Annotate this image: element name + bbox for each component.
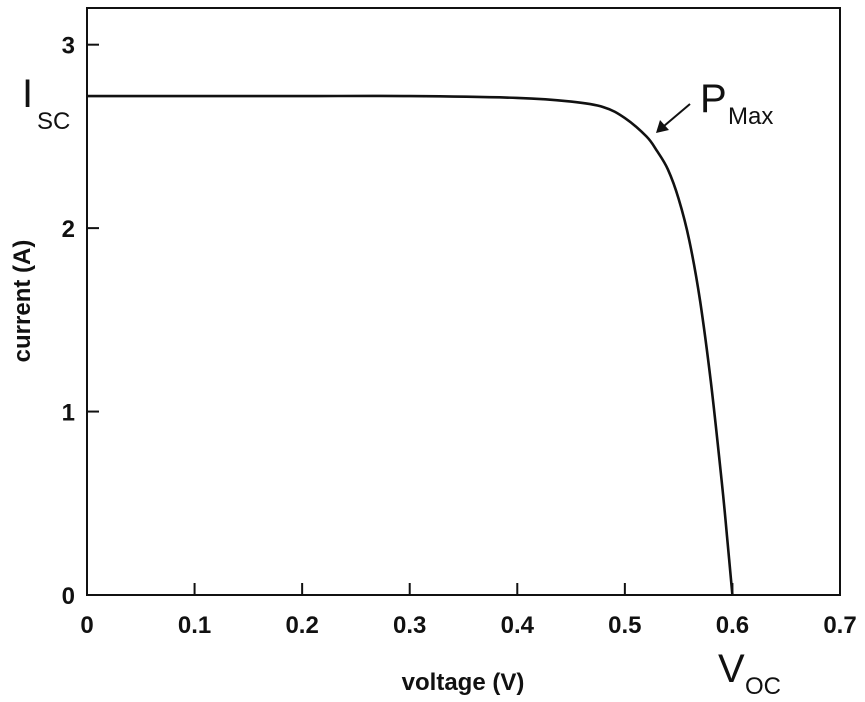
y-tick-label: 0 <box>62 583 75 610</box>
x-tick-label: 0.1 <box>178 612 211 639</box>
x-tick-label: 0.7 <box>823 612 856 639</box>
x-tick-label: 0.4 <box>501 612 535 639</box>
x-tick-label: 0.2 <box>285 612 318 639</box>
isc-annotation: I SC <box>22 72 70 135</box>
y-tick-label: 2 <box>62 216 75 243</box>
pmax-arrowhead <box>656 120 669 133</box>
svg-text:SC: SC <box>37 108 70 135</box>
y-tick-label: 3 <box>62 33 75 60</box>
voc-annotation: V OC <box>718 647 781 700</box>
x-tick-label: 0.6 <box>716 612 749 639</box>
svg-text:P: P <box>700 77 727 121</box>
y-axis-ticks: 0 1 2 3 <box>62 33 99 610</box>
x-tick-label: 0.3 <box>393 612 426 639</box>
y-tick-label: 1 <box>62 400 75 427</box>
svg-text:I: I <box>22 72 33 116</box>
y-axis-label: current (A) <box>9 240 36 363</box>
pmax-annotation: P Max <box>656 77 773 133</box>
x-axis-ticks: 0 0.1 0.2 0.3 0.4 0.5 0.6 0.7 <box>80 583 857 639</box>
svg-text:Max: Max <box>728 103 773 130</box>
iv-curve-line <box>87 94 734 596</box>
plot-frame <box>86 7 841 596</box>
x-tick-label: 0 <box>80 612 93 639</box>
x-axis-label: voltage (V) <box>402 669 525 696</box>
x-tick-label: 0.5 <box>608 612 641 639</box>
pmax-arrow <box>663 103 691 127</box>
svg-text:OC: OC <box>745 673 781 700</box>
svg-text:V: V <box>718 647 745 691</box>
